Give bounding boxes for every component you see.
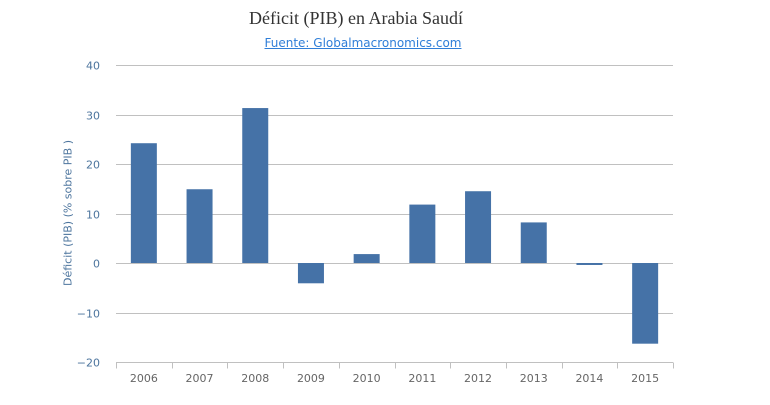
bar[interactable]	[576, 263, 603, 265]
chart-title: Déficit (PIB) en Arabia Saudí	[249, 8, 463, 28]
x-tick-label: 2011	[408, 372, 436, 385]
x-tick-label: 2010	[353, 372, 381, 385]
x-tick-label: 2013	[520, 372, 548, 385]
x-tick-label: 2006	[130, 372, 158, 385]
bar[interactable]	[297, 263, 324, 284]
chart-source-link[interactable]: Fuente: Globalmacronomics.com	[264, 36, 462, 50]
x-tick-label: 2009	[297, 372, 325, 385]
bar[interactable]	[130, 143, 157, 263]
bar[interactable]	[520, 222, 547, 263]
x-tick-label: 2012	[464, 372, 492, 385]
y-tick-label: 40	[86, 60, 100, 73]
bar[interactable]	[242, 108, 269, 263]
y-tick-label: 30	[86, 110, 100, 123]
y-tick-label: −20	[77, 357, 100, 370]
y-tick-label: 0	[93, 258, 100, 271]
y-tick-label: 20	[86, 159, 100, 172]
bar[interactable]	[409, 204, 436, 263]
x-tick-label: 2015	[631, 372, 659, 385]
y-tick-label: 10	[86, 209, 100, 222]
bar[interactable]	[465, 191, 492, 263]
x-tick-label: 2008	[241, 372, 269, 385]
x-tick-label: 2007	[186, 372, 214, 385]
x-tick-label: 2014	[575, 372, 603, 385]
bar[interactable]	[186, 189, 213, 263]
bar[interactable]	[353, 254, 380, 263]
bar[interactable]	[632, 263, 659, 344]
y-tick-label: −10	[77, 308, 100, 321]
